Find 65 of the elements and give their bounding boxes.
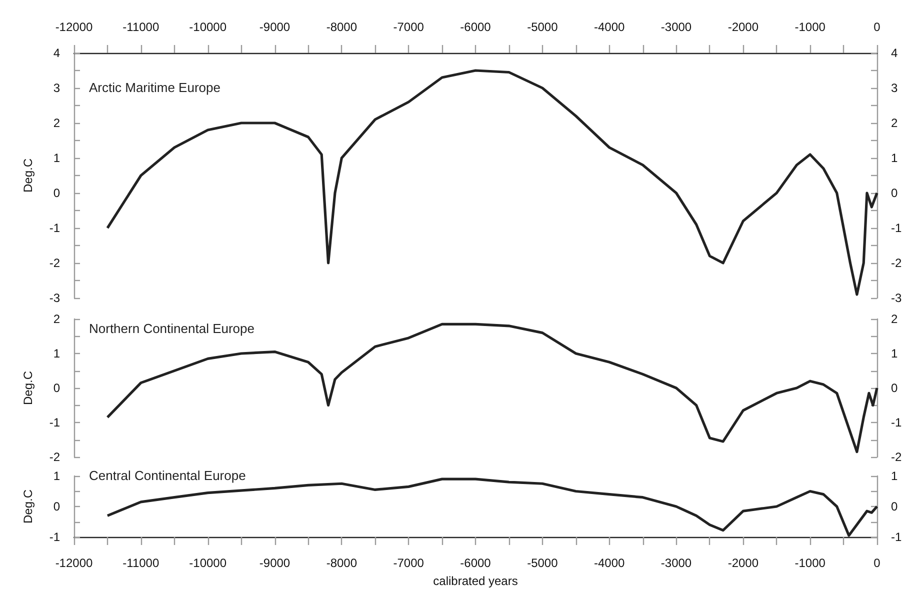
y2-tick-label: -1	[891, 416, 902, 430]
x-tick-label: -2000	[728, 20, 759, 34]
x-tick-label: -12000	[55, 556, 94, 570]
x-tick-label: -6000	[460, 556, 492, 570]
y2-tick-label: 1	[891, 469, 898, 483]
x-tick-label: -12000	[55, 20, 94, 34]
x-tick-label: -10000	[189, 556, 227, 570]
y2-tick-label: -2	[891, 450, 902, 464]
y-tick-label: -2	[49, 256, 60, 270]
y-tick-label: -1	[49, 416, 60, 430]
x-tick-label: -2000	[728, 556, 759, 570]
y-tick-label: 3	[53, 81, 60, 95]
y-tick-label: 2	[53, 116, 60, 130]
text: Arctic Maritime Europe	[89, 80, 220, 95]
x-tick-label: -9000	[259, 20, 290, 34]
x-tick-label: -11000	[122, 20, 160, 34]
x-tick-label: -3000	[660, 556, 692, 570]
y2-tick-label: 2	[891, 312, 898, 326]
x-axis-title: calibrated years	[433, 574, 518, 588]
x-tick-label: 0	[874, 20, 881, 34]
y2-tick-label: 0	[891, 500, 898, 514]
y-tick-label: 1	[53, 346, 60, 360]
x-tick-label: -7000	[393, 20, 424, 34]
y2-tick-label: 2	[891, 116, 898, 130]
y2-tick-label: -1	[891, 221, 902, 235]
y-tick-label: 0	[53, 500, 60, 514]
x-tick-label: -8000	[326, 556, 358, 570]
y-tick-label: -1	[49, 530, 60, 544]
series-label: Central Continental Europe	[89, 468, 246, 483]
x-tick-label: -7000	[393, 556, 424, 570]
x-tick-label: -9000	[259, 556, 290, 570]
x-tick-label: -4000	[594, 556, 625, 570]
x-tick-label: -5000	[527, 20, 558, 34]
y2-tick-label: 0	[891, 186, 898, 200]
y-tick-label: 1	[53, 469, 60, 483]
x-tick-label: -3000	[660, 20, 692, 34]
x-tick-label: 0	[874, 556, 881, 570]
y-tick-label: -1	[49, 221, 60, 235]
y-tick-label: -2	[49, 450, 60, 464]
y2-tick-label: -2	[891, 256, 902, 270]
y-tick-label: 0	[53, 186, 60, 200]
y2-tick-label: 0	[891, 381, 898, 395]
y-tick-label: 0	[53, 381, 60, 395]
y2-tick-label: 4	[891, 46, 898, 60]
x-tick-label: -10000	[189, 20, 227, 34]
y2-tick-label: -3	[891, 291, 902, 305]
x-tick-label: -5000	[527, 556, 558, 570]
y2-tick-label: -1	[891, 530, 902, 544]
x-tick-label: -4000	[594, 20, 625, 34]
y-axis-title: Deg.C	[21, 370, 35, 406]
y-tick-label: 4	[53, 46, 60, 60]
y-tick-label: -3	[49, 291, 60, 305]
y2-tick-label: 1	[891, 346, 898, 360]
y2-tick-label: 1	[891, 151, 898, 165]
y-tick-label: 1	[53, 151, 60, 165]
x-tick-label: -6000	[460, 20, 492, 34]
x-tick-label: -8000	[326, 20, 358, 34]
y-tick-label: 2	[53, 312, 60, 326]
x-tick-label: -1000	[794, 20, 826, 34]
x-tick-label: -11000	[122, 556, 160, 570]
y-axis-title: Deg.C	[21, 489, 35, 524]
y-axis-title: Deg.C	[21, 158, 35, 193]
series-label: Northern Continental Europe	[89, 321, 254, 336]
y2-tick-label: 3	[891, 81, 898, 95]
x-tick-label: -1000	[794, 556, 826, 570]
